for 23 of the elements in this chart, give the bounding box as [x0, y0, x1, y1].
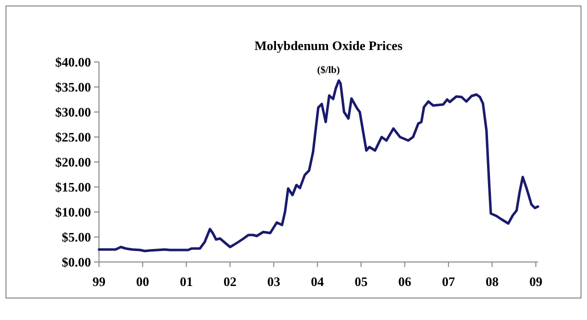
- x-tick-label: 09: [529, 274, 543, 289]
- y-tick-label: $20.00: [55, 154, 91, 170]
- chart-subtitle: ($/lb): [317, 65, 340, 76]
- line-series: [98, 79, 540, 252]
- y-tick-label: $15.00: [55, 180, 91, 195]
- x-tick-label: 99: [92, 274, 106, 289]
- y-tick-label: $0.00: [62, 254, 91, 270]
- x-tick-label: 00: [136, 274, 150, 289]
- x-tick-label: 03: [267, 274, 281, 289]
- y-tick-label: $35.00: [55, 80, 91, 95]
- y-tick-label: $10.00: [55, 204, 91, 220]
- y-tick-label: $25.00: [55, 130, 91, 145]
- chart-title: Molybdenum Oxide Prices: [254, 38, 403, 53]
- y-tick-label: $5.00: [62, 230, 91, 245]
- x-tick-label: 07: [442, 274, 456, 289]
- x-tick-label: 01: [180, 274, 193, 289]
- y-tick-label: $40.00: [55, 54, 91, 70]
- x-tick-label: 04: [310, 274, 324, 289]
- x-tick-label: 06: [398, 274, 412, 289]
- x-tick-label: 05: [354, 274, 368, 289]
- x-tick-label: 08: [486, 274, 500, 289]
- y-tick-label: $30.00: [55, 104, 91, 120]
- x-tick-label: 02: [224, 274, 237, 289]
